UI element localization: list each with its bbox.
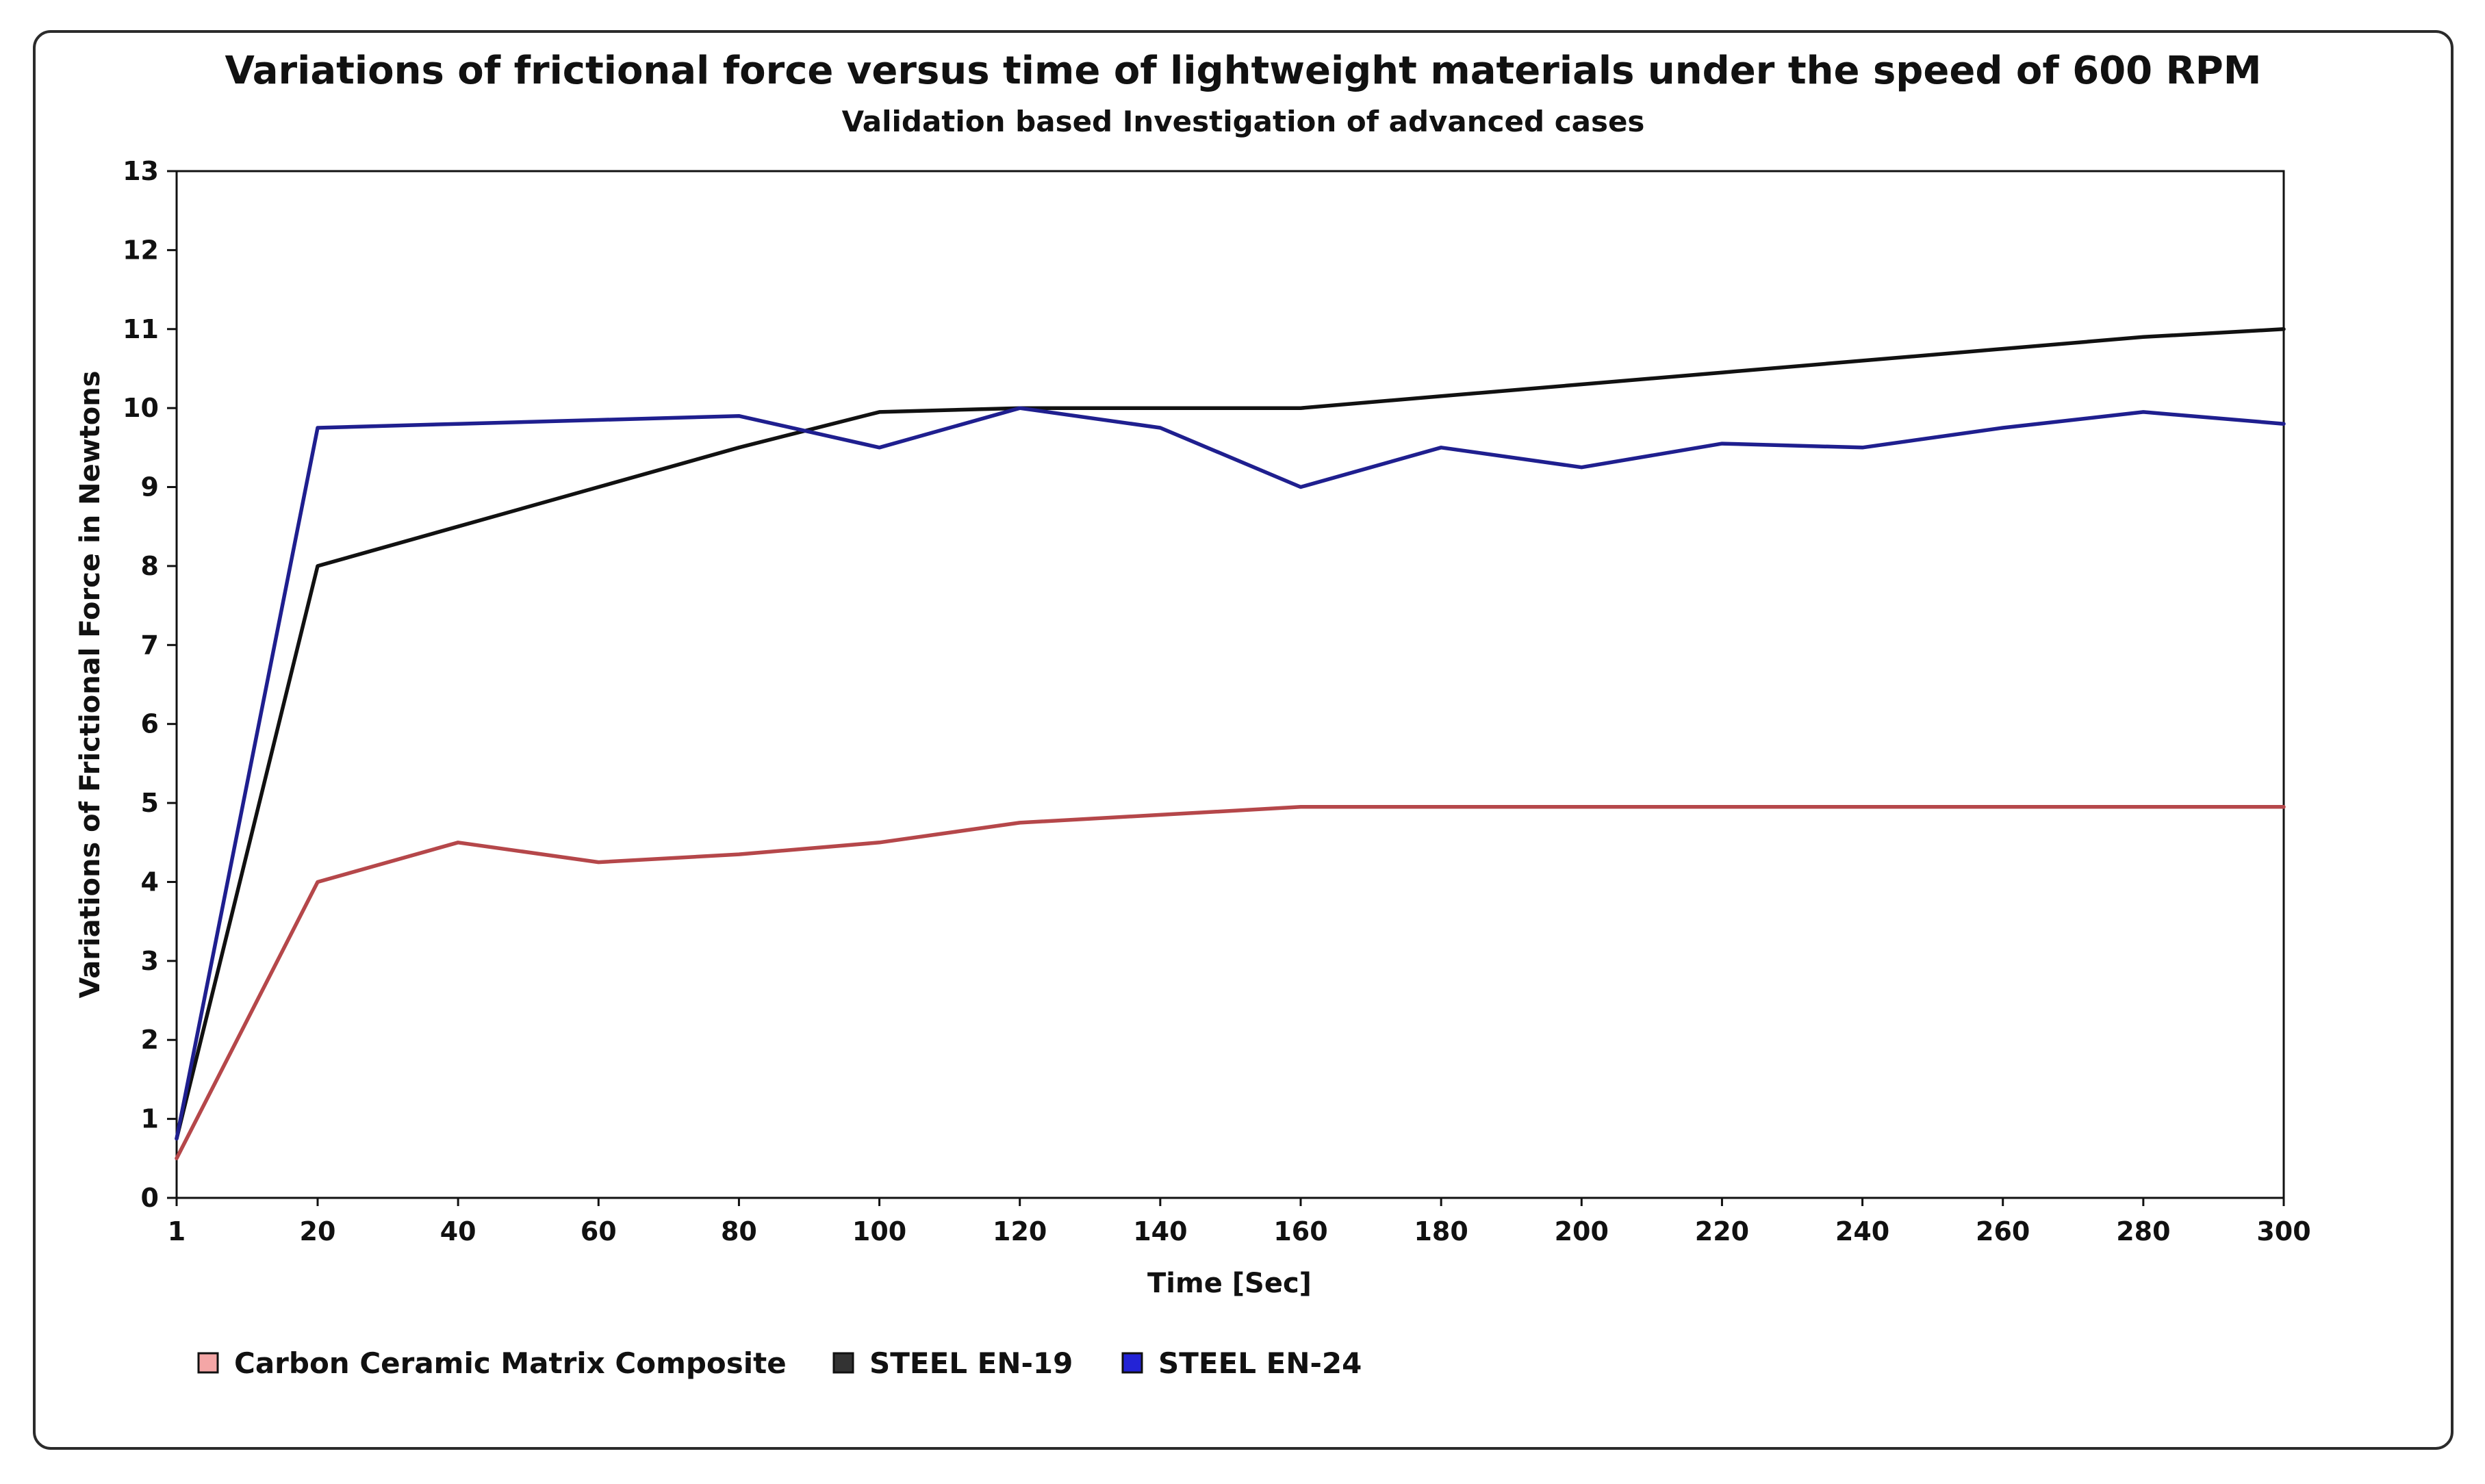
legend: Carbon Ceramic Matrix Composite STEEL EN-… [197, 1346, 1362, 1380]
y-tick-label: 9 [141, 472, 159, 502]
chart-title: Variations of frictional force versus ti… [225, 49, 2261, 93]
legend-swatch [197, 1352, 219, 1374]
x-tick-label: 120 [993, 1216, 1047, 1246]
x-axis-ticks: 1 20 40 60 80 100 120 140 160 180 200 220 240 260 280 3… [168, 1198, 2311, 1246]
series-line-2 [175, 327, 2286, 1141]
y-tick-label: 3 [141, 946, 159, 976]
x-tick-label: 160 [1273, 1216, 1327, 1246]
series-line-3 [175, 406, 2286, 1141]
x-tick-label: 1 [168, 1216, 186, 1246]
x-tick-label: 220 [1695, 1216, 1749, 1246]
x-tick-label: 180 [1414, 1216, 1468, 1246]
x-tick-label: 300 [2256, 1216, 2310, 1246]
x-tick-label: 280 [2116, 1216, 2170, 1246]
y-tick-label: 8 [141, 551, 159, 581]
x-tick-label: 260 [1976, 1216, 2030, 1246]
x-tick-label: 200 [1555, 1216, 1609, 1246]
y-tick-label: 13 [123, 156, 159, 186]
x-tick-label: 60 [581, 1216, 617, 1246]
y-tick-label: 11 [123, 314, 159, 344]
y-tick-label: 0 [141, 1183, 159, 1213]
y-tick-label: 10 [123, 393, 159, 423]
y-tick-label: 7 [141, 630, 159, 660]
x-tick-label: 140 [1133, 1216, 1187, 1246]
legend-label: STEEL EN-19 [869, 1346, 1073, 1380]
x-tick-label: 20 [300, 1216, 336, 1246]
legend-label: STEEL EN-24 [1158, 1346, 1362, 1380]
series-lines [175, 327, 2286, 1161]
plot-area [175, 170, 2285, 1199]
chart-subtitle: Validation based Investigation of advanc… [842, 105, 1645, 138]
y-tick-label: 4 [141, 867, 159, 897]
y-tick-label: 1 [141, 1104, 159, 1134]
y-tick-label: 6 [141, 709, 159, 739]
legend-swatch [832, 1352, 854, 1374]
chart-frame [33, 30, 2454, 1450]
legend-label: Carbon Ceramic Matrix Composite [234, 1346, 787, 1380]
x-tick-label: 240 [1835, 1216, 1889, 1246]
y-tick-label: 2 [141, 1025, 159, 1055]
legend-swatch [1121, 1352, 1143, 1374]
x-tick-label: 40 [440, 1216, 476, 1246]
y-tick-label: 5 [141, 788, 159, 818]
x-axis-label: Time [Sec] [1147, 1268, 1312, 1299]
series-line-1 [175, 805, 2286, 1161]
y-tick-label: 12 [123, 235, 159, 265]
x-tick-label: 80 [721, 1216, 757, 1246]
x-tick-label: 100 [852, 1216, 906, 1246]
y-axis-label: Variations of Frictional Force in Newton… [75, 370, 106, 998]
